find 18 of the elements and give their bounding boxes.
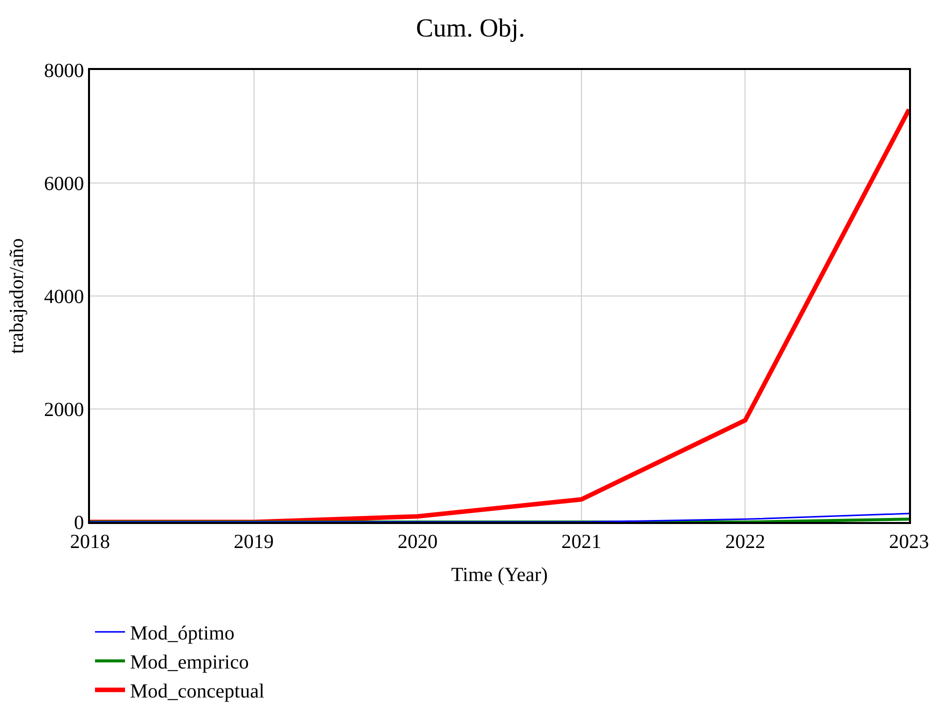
legend-label: Mod_conceptual [130,680,265,703]
line-series [90,107,909,522]
y-axis-title: trabajador/año [6,238,28,354]
x-tick-label: 2021 [561,531,602,553]
legend-label: Mod_empirico [130,652,249,674]
y-tick-label: 0 [74,512,84,534]
legend-label: Mod_óptimo [130,622,234,645]
x-tick-label: 2022 [725,531,766,553]
x-tick-label: 2019 [234,531,274,553]
y-tick-label: 4000 [44,286,84,308]
y-tick-label: 2000 [44,399,84,421]
x-tick-label: 2023 [889,531,929,553]
chart-title: Cum. Obj. [416,13,526,42]
x-tick-label: 2020 [398,531,438,553]
y-tick-label: 8000 [44,60,84,82]
x-axis-title: Time (Year) [451,564,548,586]
x-tick-label: 2018 [70,531,110,553]
y-tick-label: 6000 [44,173,84,195]
